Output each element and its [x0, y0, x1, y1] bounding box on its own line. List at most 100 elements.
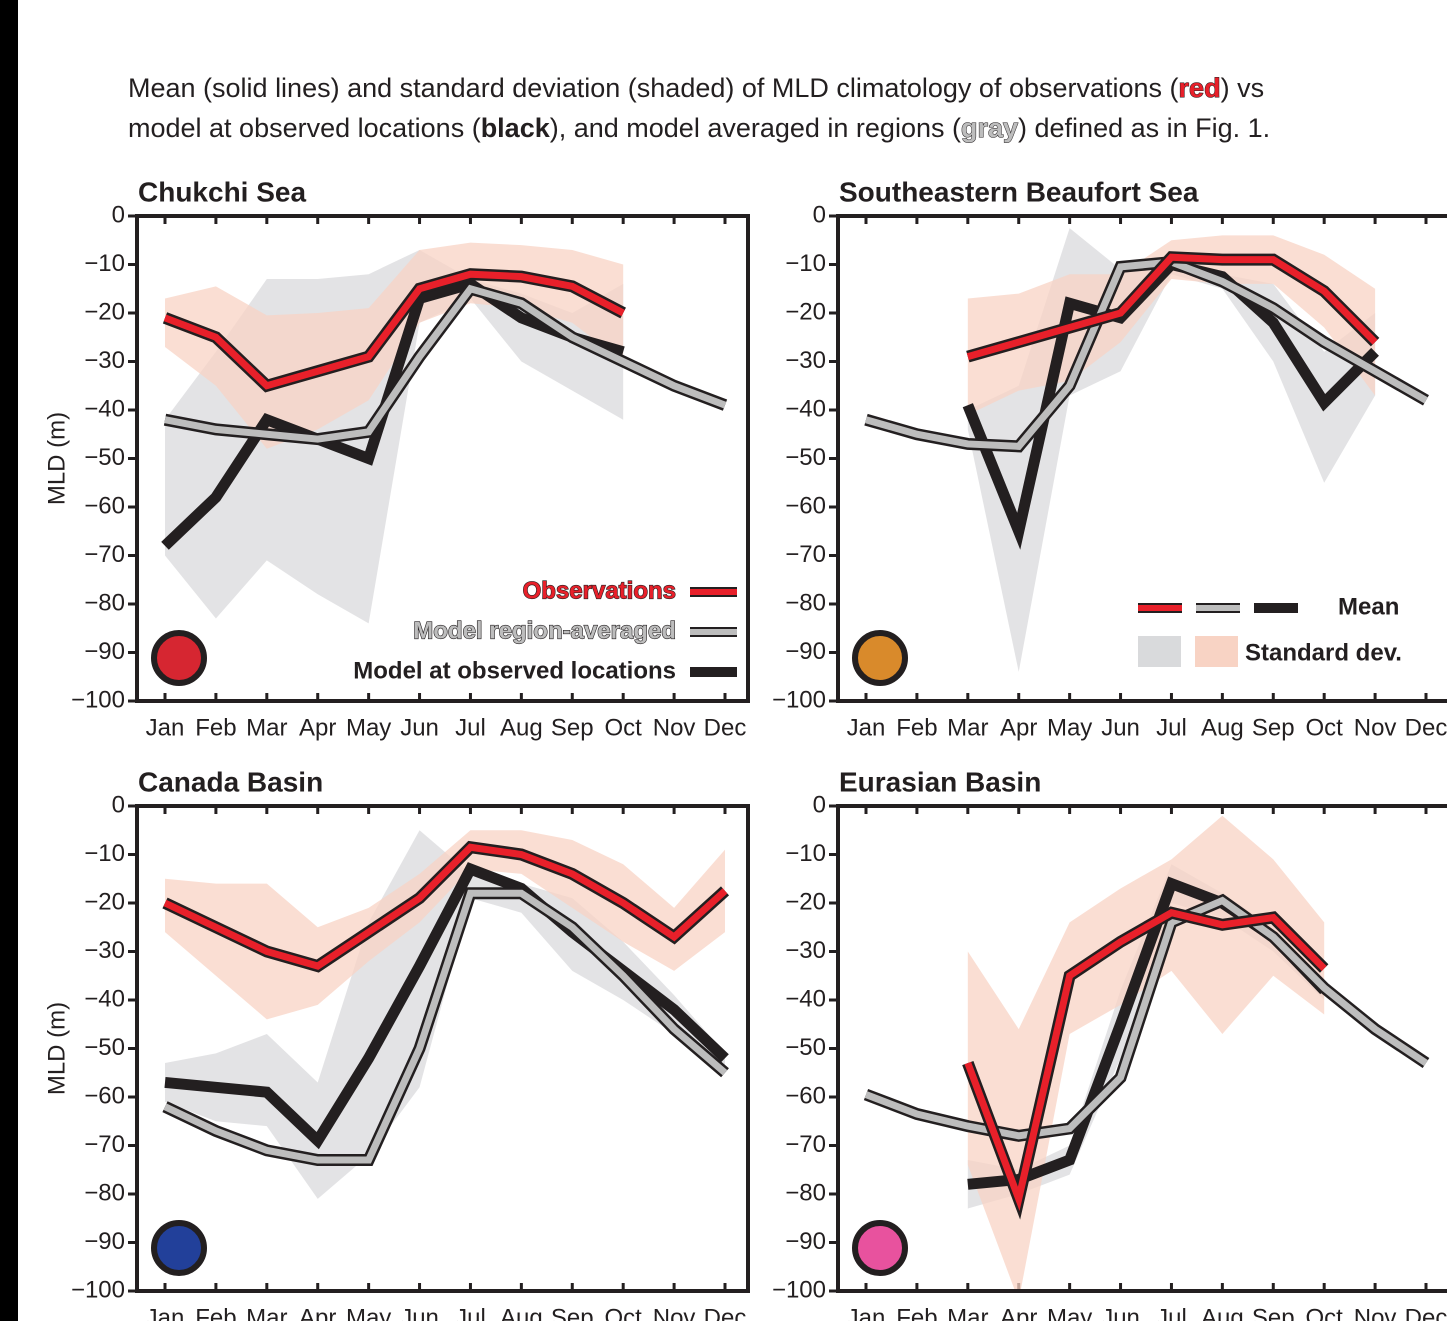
- y-tick-label: −20: [785, 888, 826, 915]
- std-band: [165, 830, 725, 1199]
- mean-line: [164, 284, 727, 443]
- y-tick-label: −70: [785, 1131, 826, 1158]
- y-tick-label: −80: [785, 1179, 826, 1206]
- panel-title: Chukchi Sea: [138, 176, 306, 207]
- y-tick-label: −100: [71, 686, 125, 713]
- y-tick-label: −30: [785, 347, 826, 374]
- x-tick-label: Jul: [1156, 1304, 1187, 1321]
- x-tick-label: May: [1047, 714, 1092, 741]
- y-tick-label: −90: [84, 1228, 125, 1255]
- y-axis-label: MLD (m): [43, 1002, 70, 1095]
- left-border: [0, 0, 18, 1321]
- x-tick-label: Oct: [1306, 714, 1344, 741]
- x-tick-label: Jul: [455, 1304, 486, 1321]
- y-tick-label: −60: [84, 1082, 125, 1109]
- region-marker: [852, 1220, 908, 1276]
- x-tick-label: Apr: [299, 1304, 336, 1321]
- mean-line: [163, 270, 625, 390]
- y-tick-label: −90: [84, 638, 125, 665]
- x-tick-label: Oct: [605, 714, 643, 741]
- y-tick-label: −20: [84, 298, 125, 325]
- x-tick-label: Sep: [1252, 714, 1295, 741]
- mean-line: [966, 253, 1378, 361]
- y-tick-label: −100: [772, 1276, 826, 1303]
- x-tick-label: Jul: [455, 714, 486, 741]
- y-tick-label: 0: [813, 791, 826, 818]
- x-tick-label: Feb: [896, 714, 937, 741]
- y-tick-label: 0: [112, 791, 125, 818]
- y-tick-label: −40: [785, 985, 826, 1012]
- y-tick-label: −20: [84, 888, 125, 915]
- x-tick-label: May: [346, 1304, 391, 1321]
- y-tick-label: −80: [785, 589, 826, 616]
- y-tick-label: 0: [813, 201, 826, 228]
- caption-text: ), and model averaged in regions (: [549, 113, 961, 143]
- y-tick-label: −60: [785, 492, 826, 519]
- std-band: [967, 815, 1325, 1291]
- legend-label: Mean: [1338, 593, 1399, 620]
- y-tick-label: −70: [84, 1131, 125, 1158]
- x-tick-label: Aug: [1201, 714, 1244, 741]
- caption-text: ) defined as in Fig. 1.: [1018, 113, 1271, 143]
- mean-line: [161, 277, 625, 550]
- x-tick-label: Feb: [195, 1304, 236, 1321]
- mean-line: [964, 908, 1327, 1212]
- x-tick-label: Feb: [896, 1304, 937, 1321]
- y-tick-label: −50: [785, 444, 826, 471]
- caption-keyword: gray: [960, 113, 1019, 144]
- x-tick-label: Apr: [299, 714, 336, 741]
- x-tick-label: Oct: [605, 1304, 643, 1321]
- y-tick-label: −10: [785, 840, 826, 867]
- plot-frame: [836, 214, 1447, 703]
- legend-swatch: [1138, 636, 1181, 667]
- region-marker: [852, 630, 908, 686]
- legend-label: Model region-averaged: [413, 617, 676, 644]
- x-tick-label: Nov: [653, 714, 696, 741]
- x-tick-label: Apr: [1000, 714, 1037, 741]
- y-tick-label: −40: [84, 395, 125, 422]
- panel-title: Canada Basin: [138, 766, 323, 797]
- std-band: [967, 235, 1376, 415]
- y-tick-label: −70: [785, 541, 826, 568]
- mean-line: [865, 258, 1428, 450]
- plot-frame: [135, 804, 750, 1293]
- x-tick-label: Dec: [704, 714, 747, 741]
- plot-frame: [836, 804, 1447, 1293]
- y-tick-label: −80: [84, 589, 125, 616]
- x-tick-label: Nov: [653, 1304, 696, 1321]
- y-tick-label: −30: [84, 937, 125, 964]
- x-tick-label: Mar: [246, 1304, 287, 1321]
- mean-line: [163, 843, 728, 970]
- x-tick-label: Dec: [1405, 714, 1447, 741]
- mean-line: [163, 889, 728, 1164]
- y-tick-label: −10: [785, 250, 826, 277]
- x-tick-label: Sep: [1252, 1304, 1295, 1321]
- x-tick-label: Aug: [1201, 1304, 1244, 1321]
- y-tick-label: −50: [785, 1034, 826, 1061]
- legend-label: Standard dev.: [1245, 639, 1402, 666]
- x-tick-label: Aug: [500, 714, 543, 741]
- caption-text: model at observed locations (: [128, 113, 481, 143]
- x-tick-label: Jun: [400, 714, 439, 741]
- y-tick-label: −100: [772, 686, 826, 713]
- x-tick-label: Jan: [146, 714, 185, 741]
- y-tick-label: −50: [84, 444, 125, 471]
- y-tick-label: −90: [785, 1228, 826, 1255]
- x-tick-label: May: [346, 714, 391, 741]
- y-tick-label: −50: [84, 1034, 125, 1061]
- y-tick-label: −80: [84, 1179, 125, 1206]
- x-tick-label: Oct: [1306, 1304, 1344, 1321]
- y-tick-label: −40: [785, 395, 826, 422]
- region-marker: [151, 1220, 207, 1276]
- x-tick-label: Mar: [246, 714, 287, 741]
- x-tick-label: Jun: [400, 1304, 439, 1321]
- y-tick-label: −10: [84, 840, 125, 867]
- x-tick-label: May: [1047, 1304, 1092, 1321]
- y-tick-label: −60: [785, 1082, 826, 1109]
- x-tick-label: Feb: [195, 714, 236, 741]
- x-tick-label: Jul: [1156, 714, 1187, 741]
- mean-line: [864, 896, 1428, 1140]
- x-tick-label: Jun: [1101, 1304, 1140, 1321]
- legend-label: Observations: [523, 577, 676, 604]
